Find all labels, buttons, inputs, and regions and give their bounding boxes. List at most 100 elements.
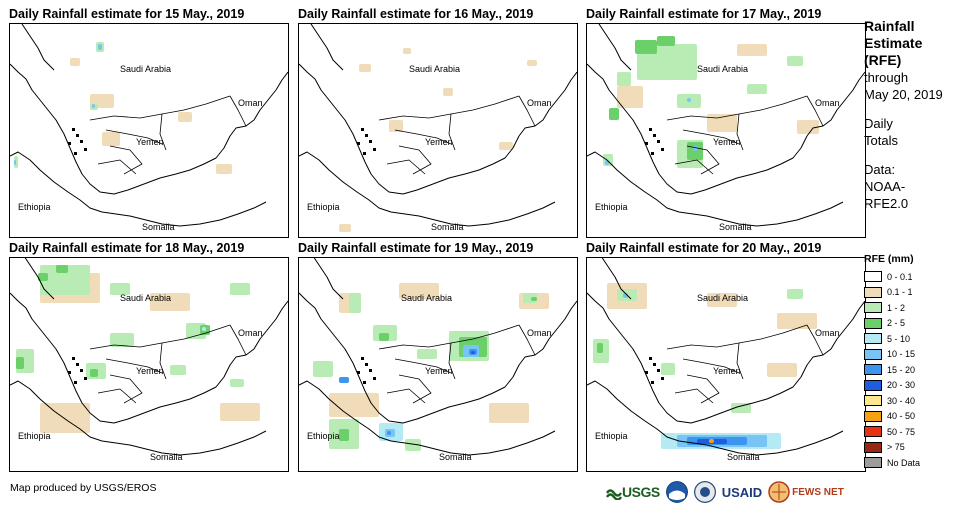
usaid-logo-text: USAID <box>721 484 763 500</box>
admin-border <box>806 95 824 127</box>
rainfall-patch <box>230 283 250 295</box>
legend-label: 15 - 20 <box>887 364 916 375</box>
island <box>653 363 656 366</box>
arabian-coastline <box>587 63 865 195</box>
legend-label: 0 - 0.1 <box>887 271 913 282</box>
label-ethiopia: Ethiopia <box>307 202 340 212</box>
admin-border <box>394 129 452 145</box>
admin-border <box>97 388 137 404</box>
island <box>657 369 660 372</box>
legend-item: 15 - 20 <box>864 362 964 378</box>
rainfall-patch <box>220 403 260 421</box>
legend-label: 10 - 15 <box>887 349 916 360</box>
rainfall-patch <box>379 333 389 341</box>
legend-item: 5 - 10 <box>864 331 964 347</box>
map-panel-may-17: Daily Rainfall estimate for 17 May., 201… <box>586 6 866 241</box>
label-yemen: Yemen <box>425 366 453 376</box>
island <box>357 142 360 145</box>
island <box>373 148 376 151</box>
rainfall-patch <box>609 108 619 120</box>
rainfall-patch <box>349 293 361 313</box>
panel-title: Daily Rainfall estimate for 19 May., 201… <box>298 241 534 255</box>
legend-swatch <box>864 364 882 376</box>
african-coastline <box>10 380 267 456</box>
island <box>369 369 372 372</box>
panel-title: Daily Rainfall estimate for 16 May., 201… <box>298 7 534 21</box>
island <box>661 148 664 151</box>
label-saudi-arabia: Saudi Arabia <box>120 293 172 303</box>
admin-border <box>686 145 720 175</box>
admin-border <box>105 129 163 145</box>
admin-border <box>229 324 247 356</box>
rainfall-patch <box>313 361 333 377</box>
admin-border <box>682 129 740 145</box>
rainfall-patch <box>170 365 186 375</box>
label-somalia: Somalia <box>142 222 175 232</box>
rainfall-map <box>587 258 865 456</box>
legend-rows: 0 - 0.1 0.1 - 1 1 - 2 2 - 5 5 - 10 10 - 15 15 … <box>864 269 964 471</box>
rainfall-patch <box>339 224 351 232</box>
label-ethiopia: Ethiopia <box>307 431 340 441</box>
map-credit: Map produced by USGS/EROS <box>10 482 157 494</box>
legend-swatch <box>864 271 882 283</box>
african-coastline <box>299 151 556 227</box>
admin-border <box>806 324 824 356</box>
map-frame: Saudi Arabia Oman Yemen Ethiopia Somalia <box>586 257 866 472</box>
panel-title: Daily Rainfall estimate for 15 May., 201… <box>9 7 245 21</box>
admin-border <box>229 95 247 127</box>
admin-border <box>109 374 143 404</box>
island <box>72 357 75 360</box>
dos-seal-logo <box>693 481 716 503</box>
label-somalia: Somalia <box>439 452 472 462</box>
legend-item: 10 - 15 <box>864 347 964 363</box>
legend-item: 40 - 50 <box>864 409 964 425</box>
island <box>74 152 77 155</box>
legend-item: 0 - 0.1 <box>864 269 964 285</box>
legend-label: No Data <box>887 457 921 468</box>
sinai-coastline <box>310 24 344 71</box>
rainfall-patches <box>313 283 549 451</box>
legend-item: No Data <box>864 455 964 471</box>
island <box>649 128 652 131</box>
rainfall-patch <box>38 273 48 281</box>
panel-title: Daily Rainfall estimate for 18 May., 201… <box>9 241 245 255</box>
island <box>651 152 654 155</box>
label-saudi-arabia: Saudi Arabia <box>120 64 172 74</box>
rainfall-patch <box>635 40 657 54</box>
admin-border <box>97 159 137 175</box>
label-saudi-arabia: Saudi Arabia <box>697 64 749 74</box>
sidebar-data-source: RFE2.0 <box>864 196 909 211</box>
usaid-logo: USAID <box>722 485 762 500</box>
african-coastline <box>587 151 844 227</box>
rainfall-patch <box>499 142 513 150</box>
legend-label: > 75 <box>887 442 905 453</box>
rainfall-patch <box>399 283 439 299</box>
arabian-coastline <box>299 292 577 424</box>
rainfall-patch <box>56 265 68 273</box>
rainfall-patch <box>389 120 403 132</box>
legend-label: 2 - 5 <box>887 318 906 329</box>
legend-item: 0.1 - 1 <box>864 285 964 301</box>
rainfall-map <box>10 24 288 227</box>
island <box>361 128 364 131</box>
legend-item: > 75 <box>864 440 964 456</box>
african-coastline <box>10 151 267 227</box>
label-oman: Oman <box>238 328 263 338</box>
rainfall-patch <box>737 44 767 56</box>
label-oman: Oman <box>527 328 552 338</box>
legend-label: 50 - 75 <box>887 426 916 437</box>
label-somalia: Somalia <box>719 222 752 232</box>
legend-swatch <box>864 348 882 360</box>
panel-title: Daily Rainfall estimate for 17 May., 201… <box>586 7 822 21</box>
rainfall-patch <box>797 120 819 134</box>
rainfall-patch <box>329 393 379 417</box>
sidebar-totals: Totals <box>864 133 898 148</box>
rainfall-patch <box>417 349 437 359</box>
rainfall-patch <box>489 403 529 423</box>
label-saudi-arabia: Saudi Arabia <box>401 293 453 303</box>
rainfall-patch <box>359 64 371 72</box>
map-panel-may-16: Daily Rainfall estimate for 16 May., 201… <box>298 6 578 241</box>
island <box>72 128 75 131</box>
admin-border <box>398 145 432 175</box>
admin-border <box>518 95 536 127</box>
